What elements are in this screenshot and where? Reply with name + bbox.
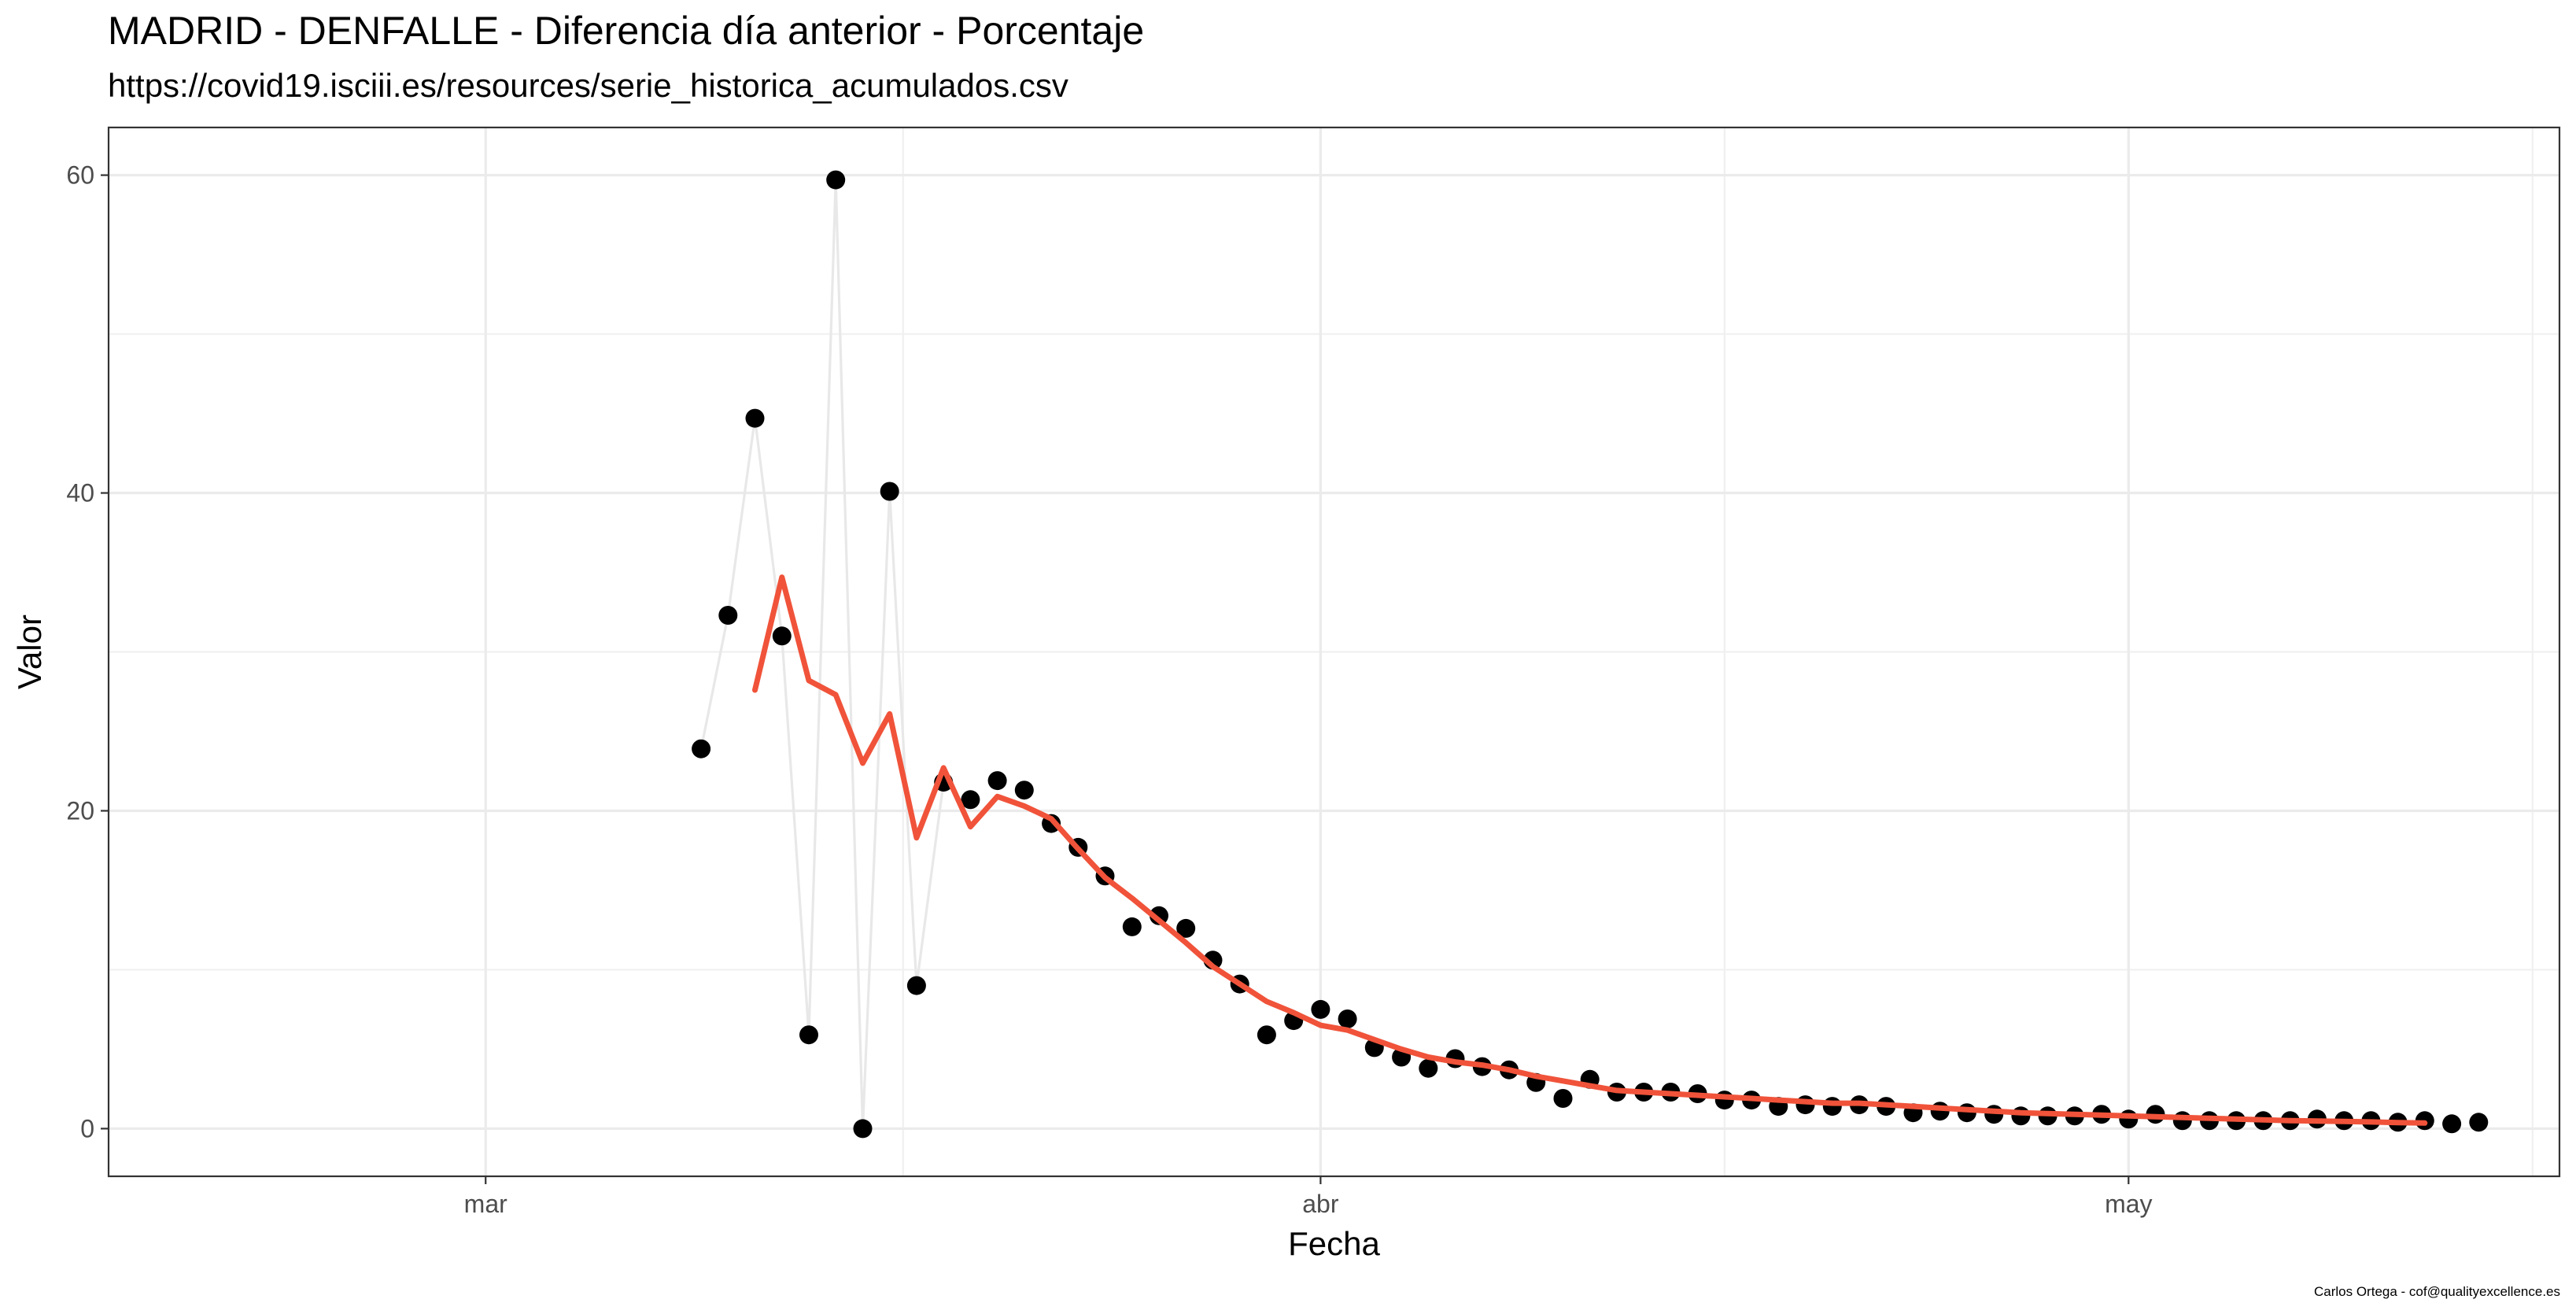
y-tick-label: 20 bbox=[66, 796, 94, 825]
chart-subtitle: https://covid19.isciii.es/resources/seri… bbox=[108, 67, 1068, 104]
raw-line bbox=[699, 179, 945, 1130]
data-point bbox=[1122, 917, 1142, 936]
data-point bbox=[1014, 781, 1034, 800]
data-point bbox=[1795, 1095, 1815, 1115]
data-point bbox=[1553, 1089, 1573, 1108]
data-point bbox=[1984, 1105, 2004, 1124]
y-axis-title: Valor bbox=[11, 615, 48, 689]
y-tick-label: 0 bbox=[80, 1114, 94, 1142]
data-point bbox=[1714, 1091, 1734, 1110]
panel-border bbox=[107, 126, 2561, 1178]
axis-ticks: 0 20 40 60 mar abr may bbox=[66, 161, 2152, 1218]
data-point bbox=[1150, 906, 1168, 925]
data-point bbox=[1338, 1009, 1357, 1028]
data-point bbox=[1957, 1103, 1976, 1123]
data-point bbox=[2469, 1113, 2489, 1132]
x-tick-label: abr bbox=[1302, 1190, 1339, 1218]
data-point bbox=[2172, 1111, 2192, 1131]
data-point bbox=[1930, 1102, 1950, 1121]
data-point bbox=[1176, 918, 1196, 938]
series-layer bbox=[692, 170, 2489, 1139]
data-point bbox=[772, 626, 792, 646]
data-point bbox=[2119, 1109, 2139, 1129]
data-point bbox=[2442, 1114, 2462, 1134]
data-point bbox=[718, 606, 738, 625]
data-point bbox=[1822, 1097, 1842, 1117]
data-point bbox=[853, 1119, 873, 1139]
data-point bbox=[906, 976, 926, 995]
data-point bbox=[880, 482, 899, 501]
grid-major bbox=[109, 127, 2559, 1176]
chart-caption: Carlos Ortega - cof@qualityexcellence.es bbox=[2313, 1284, 2560, 1299]
data-point bbox=[2011, 1106, 2031, 1126]
grid-minor bbox=[109, 127, 2559, 1176]
y-tick-label: 60 bbox=[66, 161, 94, 190]
data-point bbox=[826, 170, 846, 190]
data-point bbox=[1311, 999, 1330, 1019]
chart-title: MADRID - DENFALLE - Diferencia día anter… bbox=[108, 9, 1145, 53]
x-tick-label: mar bbox=[464, 1190, 507, 1218]
data-point bbox=[987, 771, 1007, 791]
x-axis-title: Fecha bbox=[1288, 1225, 1380, 1262]
data-point bbox=[961, 790, 980, 810]
y-tick-label: 40 bbox=[66, 479, 94, 508]
data-point bbox=[799, 1025, 818, 1045]
data-point bbox=[1257, 1025, 1276, 1045]
trend-line bbox=[752, 574, 2428, 1126]
data-point bbox=[745, 408, 765, 428]
x-tick-label: may bbox=[2105, 1190, 2152, 1218]
data-point bbox=[1419, 1058, 1438, 1078]
data-point bbox=[692, 739, 711, 759]
